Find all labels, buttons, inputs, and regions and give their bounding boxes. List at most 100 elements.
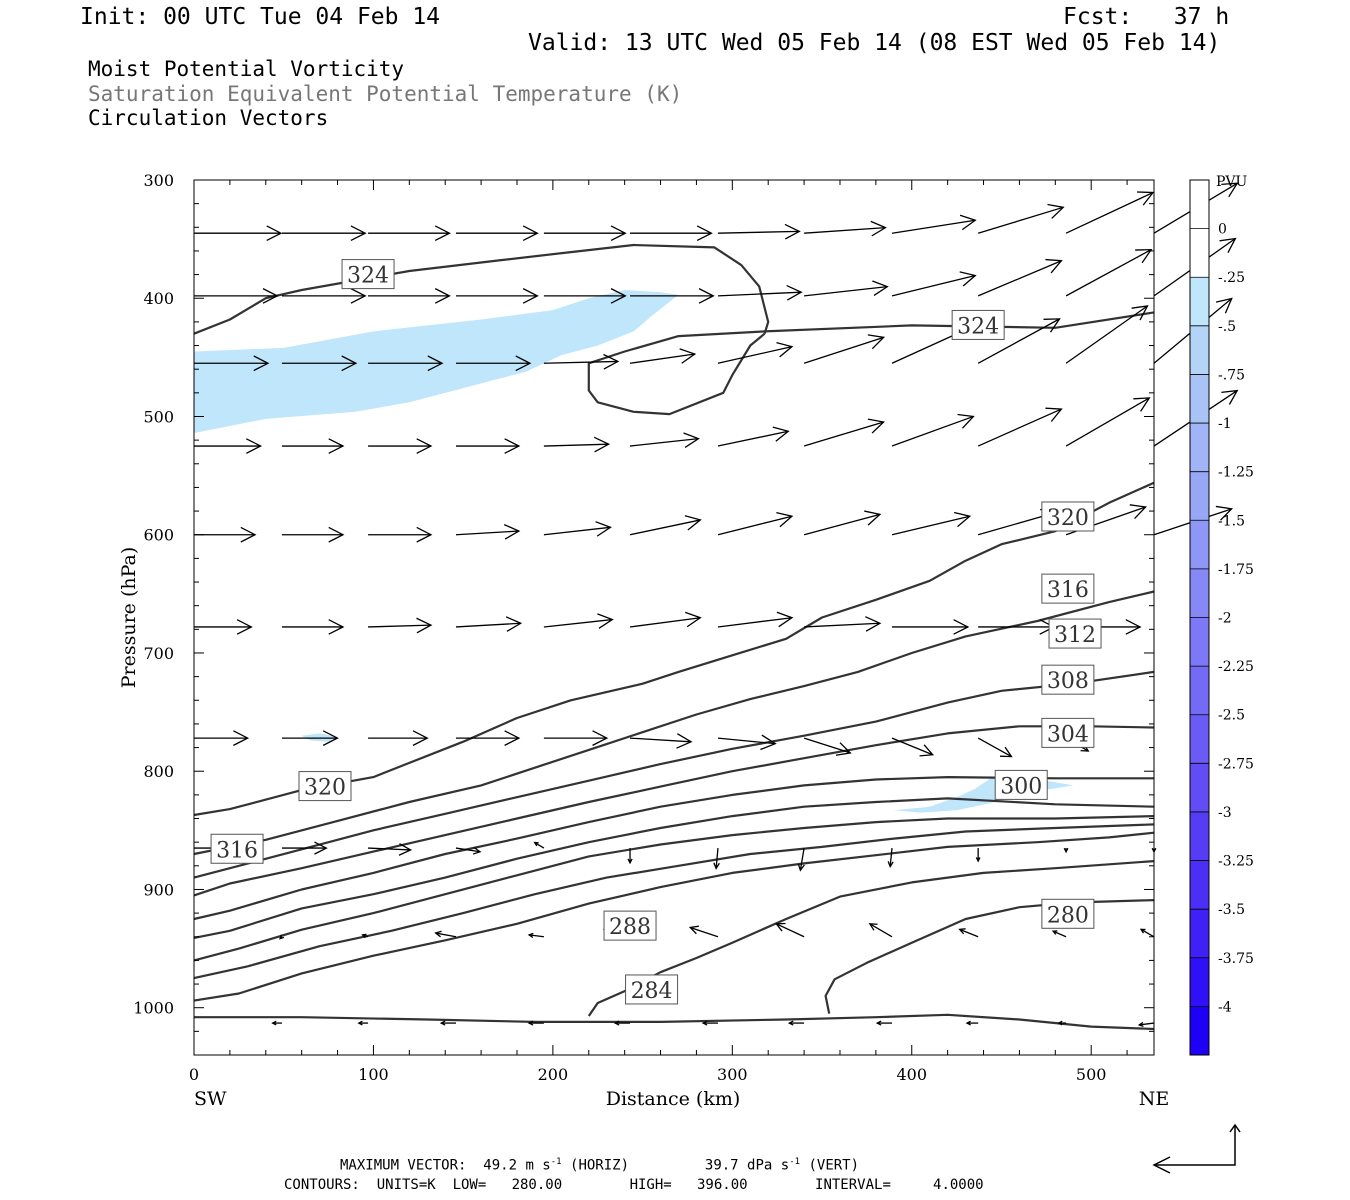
- circulation-vector-117: [965, 1020, 979, 1026]
- x-tick-label: 300: [717, 1065, 748, 1084]
- contour-label-312: 312: [1048, 618, 1102, 649]
- contour-label-text: 320: [1047, 506, 1089, 531]
- circulation-vector-77: [629, 733, 693, 749]
- vector-shaft: [891, 219, 976, 234]
- contour-label-box: [625, 974, 679, 1005]
- circulation-vector-81: [977, 737, 1013, 758]
- vector-shaft: [715, 848, 719, 869]
- vector-head: [1131, 305, 1149, 321]
- vector-head: [505, 616, 523, 632]
- contour-label-text: 300: [1000, 774, 1042, 799]
- vector-head: [676, 733, 693, 749]
- vector-shaft: [455, 622, 521, 628]
- x-tick-label: 100: [358, 1065, 389, 1084]
- vector-head: [427, 355, 444, 372]
- circulation-vector-111: [439, 1020, 456, 1026]
- vector-head: [314, 841, 328, 855]
- vector-shaft: [455, 530, 519, 536]
- vector-head: [1221, 389, 1239, 405]
- vector-head: [503, 524, 521, 540]
- y-tick-label: 400: [143, 289, 174, 308]
- x-tick-label: 400: [896, 1065, 927, 1084]
- vector-shaft: [803, 336, 884, 364]
- colorbar-label: -1: [1218, 416, 1232, 432]
- contour-label-288: 288: [603, 910, 657, 941]
- vector-head: [350, 225, 367, 242]
- vector-head: [835, 742, 852, 756]
- vector-shaft: [455, 847, 481, 853]
- vector-shaft: [977, 206, 1064, 234]
- y-tick-label: 500: [143, 407, 174, 426]
- circulation-vector-114: [701, 1020, 718, 1026]
- vector-shaft: [368, 847, 411, 851]
- y-tick-label: 700: [143, 644, 174, 663]
- title-theta-es: Saturation Equivalent Potential Temperat…: [88, 82, 683, 106]
- vector-shaft: [690, 926, 719, 938]
- vector-head: [696, 225, 713, 242]
- vector-head: [1047, 203, 1065, 219]
- contour-label-box: [298, 771, 352, 802]
- circulation-vector-30: [717, 342, 794, 364]
- circulation-vector-113: [613, 1020, 631, 1026]
- vector-head: [416, 617, 433, 634]
- vector-shaft: [889, 848, 893, 867]
- circulation-vector-12: [194, 288, 279, 304]
- vector-head: [1137, 191, 1155, 206]
- vector-head: [775, 922, 786, 932]
- vector-shaft: [629, 353, 695, 364]
- vector-shaft: [717, 291, 802, 297]
- circulation-vector-29: [629, 348, 697, 364]
- vector-shaft: [717, 617, 793, 628]
- colorbar-swatch: [1190, 860, 1209, 910]
- circulation-vector-110: [357, 1020, 369, 1026]
- circulation-vector-78: [717, 734, 777, 751]
- circulation-vector-90: [713, 848, 720, 870]
- circulation-vector-93: [975, 848, 981, 863]
- circulation-vector-102: [688, 925, 719, 938]
- vector-head: [357, 1020, 363, 1026]
- contour-label-text: 284: [631, 979, 673, 1004]
- vector-head: [1135, 248, 1153, 264]
- circulation-vector-116: [875, 1020, 893, 1026]
- circulation-vector-43: [803, 418, 886, 447]
- circulation-vector-0: [194, 225, 283, 242]
- vector-head: [504, 438, 521, 454]
- colorbar-label: -1.5: [1218, 513, 1245, 529]
- vector-head: [434, 225, 451, 242]
- circulation-vector-75: [455, 730, 521, 746]
- contour-label-text: 324: [347, 264, 389, 289]
- vector-head: [434, 930, 442, 938]
- vector-head: [328, 619, 345, 635]
- contour-label-box: [1041, 898, 1095, 929]
- circulation-vector-41: [629, 432, 700, 448]
- vector-head: [522, 288, 539, 304]
- vector-head: [398, 843, 413, 856]
- vector-head: [1137, 1021, 1144, 1028]
- circulation-vector-10: [1065, 191, 1155, 234]
- vector-head: [797, 863, 805, 872]
- vector-shaft: [977, 408, 1062, 447]
- vector-shaft: [977, 318, 1060, 364]
- circulation-vector-109: [271, 1020, 282, 1026]
- vector-head: [266, 225, 283, 242]
- circulation-vector-24: [194, 355, 270, 372]
- vector-head: [1045, 258, 1063, 274]
- colorbar-label: -4: [1218, 999, 1232, 1015]
- colorbar-swatch: [1190, 423, 1209, 473]
- vector-shaft: [891, 415, 974, 447]
- circulation-vector-2: [368, 225, 451, 242]
- circulation-vector-98: [361, 933, 369, 939]
- colorbar-swatch: [1190, 228, 1209, 278]
- contour-label-box: [1048, 618, 1102, 649]
- circulation-vector-3: [455, 225, 539, 242]
- y-tick-label: 1000: [133, 999, 174, 1018]
- contour-label-300: 300: [994, 769, 1048, 800]
- vector-shaft: [368, 624, 431, 628]
- vector-shaft: [717, 345, 793, 364]
- vector-shaft: [977, 260, 1062, 297]
- vector-head: [953, 619, 970, 635]
- contour-label-text: 316: [1047, 578, 1089, 603]
- x-tick-label: 200: [538, 1065, 569, 1084]
- circulation-vector-46: [1065, 397, 1151, 447]
